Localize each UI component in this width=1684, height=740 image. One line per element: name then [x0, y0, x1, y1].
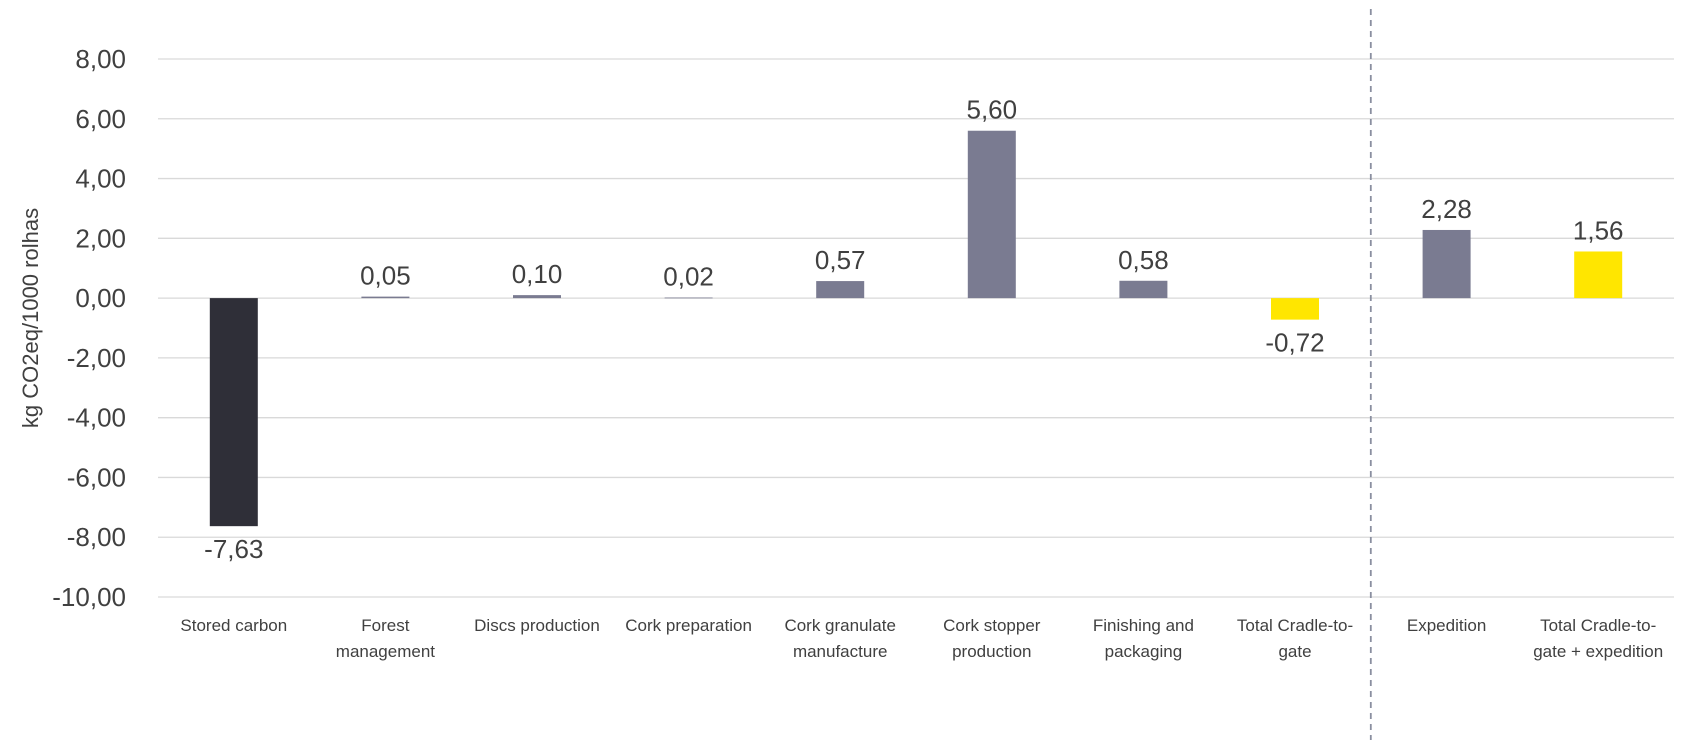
x-tick-label: Cork preparation [625, 616, 752, 635]
bar [1119, 280, 1168, 299]
y-tick-label: 8,00 [75, 44, 126, 74]
data-label: 0,57 [815, 245, 866, 275]
bar [1271, 298, 1319, 320]
y-tick-label: 0,00 [75, 283, 126, 313]
y-tick-label: 2,00 [75, 223, 126, 253]
y-tick-label: 6,00 [75, 104, 126, 134]
data-label: 1,56 [1573, 215, 1624, 245]
y-tick-label: -8,00 [67, 522, 126, 552]
bar [1574, 251, 1623, 299]
bar [816, 281, 865, 299]
data-label: -0,72 [1265, 328, 1324, 358]
bar [1422, 229, 1471, 299]
x-tick-label: gate + expedition [1533, 642, 1663, 661]
x-tick-label: Forest [361, 616, 409, 635]
data-labels: -7,63 0,05 0,10 0,02 0,57 5,60 0,58 -0,72 2,28 1,… [204, 95, 1623, 564]
data-label: 2,28 [1421, 194, 1472, 224]
data-label: -7,63 [204, 534, 263, 564]
data-label: 0,05 [360, 261, 411, 291]
bar [513, 295, 561, 299]
bars [209, 130, 1623, 527]
bar [664, 297, 713, 299]
y-axis-ticks: -10,00 -8,00 -6,00 -4,00 -2,00 0,00 2,00 4,00 6,… [52, 44, 126, 612]
y-tick-label: -4,00 [67, 403, 126, 433]
x-tick-label: production [952, 642, 1031, 661]
x-tick-label: Expedition [1407, 616, 1486, 635]
y-axis-title: kg CO2eq/1000 rolhas [18, 208, 43, 428]
bar [967, 130, 1016, 299]
x-tick-label: Total Cradle-to- [1540, 616, 1656, 635]
x-tick-label: Discs production [474, 616, 600, 635]
x-tick-label: manufacture [793, 642, 888, 661]
y-tick-label: -10,00 [52, 582, 126, 612]
x-tick-label: packaging [1105, 642, 1183, 661]
x-axis-labels: Stored carbon Forest management Discs produ… [180, 616, 1663, 661]
y-tick-label: -2,00 [67, 343, 126, 373]
x-tick-label: Total Cradle-to- [1237, 616, 1353, 635]
x-tick-label: Cork stopper [943, 616, 1041, 635]
data-label: 0,58 [1118, 245, 1169, 275]
bar [209, 298, 258, 527]
x-tick-label: Cork granulate [784, 616, 896, 635]
x-tick-label: Stored carbon [180, 616, 287, 635]
bar [361, 296, 410, 299]
y-tick-label: 4,00 [75, 164, 126, 194]
x-tick-label: Finishing and [1093, 616, 1194, 635]
gridlines [158, 58, 1674, 598]
data-label: 5,60 [966, 95, 1017, 125]
y-tick-label: -6,00 [67, 462, 126, 492]
x-tick-label: gate [1278, 642, 1311, 661]
data-label: 0,10 [512, 259, 563, 289]
data-label: 0,02 [663, 262, 714, 292]
x-tick-label: management [336, 642, 436, 661]
